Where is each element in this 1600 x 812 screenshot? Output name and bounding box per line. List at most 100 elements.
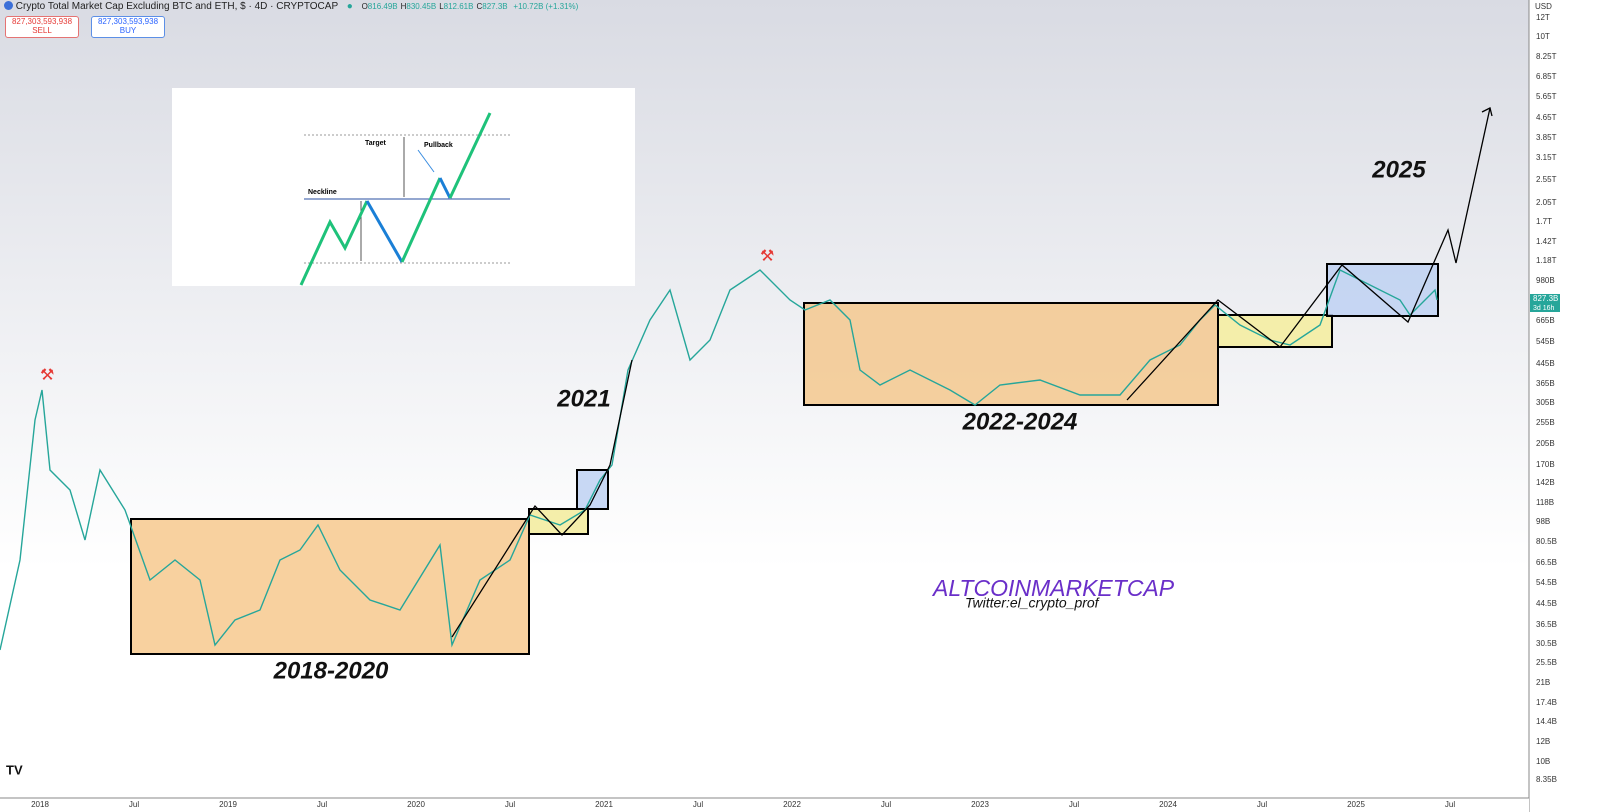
twitter: Twitter:el_crypto_prof: [965, 595, 1101, 611]
arrow-head: [1481, 107, 1493, 117]
ohlc-key: C: [476, 2, 483, 11]
price-label: 25.5B: [1536, 658, 1557, 667]
price-label: 5.65T: [1536, 92, 1557, 101]
time-label: 2022: [783, 800, 801, 809]
price-label: 445B: [1536, 359, 1555, 368]
time-label: Jul: [1069, 800, 1079, 809]
sell-button[interactable]: 827,303,593,938 SELL: [5, 16, 79, 38]
price-label: 3.85T: [1536, 133, 1557, 142]
price-label: 365B: [1536, 379, 1555, 388]
annotation: 2018-2020: [273, 657, 389, 684]
price-label: 80.5B: [1536, 537, 1557, 546]
ohlc-key: H: [400, 2, 407, 11]
price-label: 3.15T: [1536, 153, 1557, 162]
time-label: Jul: [1445, 800, 1455, 809]
time-label: Jul: [881, 800, 891, 809]
price-label: 305B: [1536, 398, 1555, 407]
price-label: 980B: [1536, 276, 1555, 285]
range-box: [528, 508, 589, 535]
icon: ⚒: [40, 367, 54, 384]
ohlc-value: 827.3B: [482, 2, 508, 11]
buy-button[interactable]: 827,303,593,938 BUY: [91, 16, 165, 38]
price-label: 54.5B: [1536, 578, 1557, 587]
status-dot: ●: [346, 1, 353, 12]
time-label: Jul: [129, 800, 139, 809]
ohlc-value: 830.45B: [406, 2, 437, 11]
time-label: 2020: [407, 800, 425, 809]
time-label: Jul: [505, 800, 515, 809]
range-box: [1217, 314, 1333, 348]
logo: TV: [6, 762, 23, 777]
time-label: 2021: [595, 800, 613, 809]
price-label: 21B: [1536, 678, 1550, 687]
price-label: 255B: [1536, 418, 1555, 427]
inset-path: [299, 200, 369, 286]
price-axis-bg: [1529, 0, 1600, 812]
watermark: ALTCOINMARKETCAP: [931, 575, 1175, 601]
time-label: 2023: [971, 800, 989, 809]
price-label: 10B: [1536, 757, 1550, 766]
time-label: Jul: [317, 800, 327, 809]
time-label: Jul: [693, 800, 703, 809]
price-label: 12B: [1536, 737, 1550, 746]
annotation: 2021: [556, 385, 610, 412]
price-label: 665B: [1536, 316, 1555, 325]
price-label: 10T: [1536, 32, 1550, 41]
buy-label: BUY: [119, 26, 137, 35]
time-label: Jul: [1257, 800, 1267, 809]
inset-path: [365, 200, 404, 263]
time-label: 2018: [31, 800, 49, 809]
price-label: 6.85T: [1536, 72, 1557, 81]
inset: Target Pullback Neckline: [172, 88, 635, 286]
ohlc: O816.49B H830.45B L812.61B C827.3B: [362, 2, 511, 11]
current-price: 827.3B: [1533, 294, 1558, 303]
price-label: 8.25T: [1536, 52, 1557, 61]
countdown: 3d 16h: [1533, 305, 1555, 312]
sell-label: SELL: [32, 26, 52, 35]
price-marker: [1530, 294, 1560, 312]
price-label: 1.7T: [1536, 217, 1552, 226]
ohlc-key: L: [439, 2, 444, 11]
annotation: 2025: [1371, 156, 1426, 183]
time-axis-bg: [0, 798, 1529, 812]
time-label: 2024: [1159, 800, 1177, 809]
icon: ⚒: [760, 248, 774, 265]
inset-label: Pullback: [424, 142, 453, 149]
ohlc-value: 812.61B: [443, 2, 474, 11]
symbol: Crypto Total Market Cap Excluding BTC an…: [15, 1, 338, 12]
price-label: 118B: [1536, 498, 1554, 507]
price-label: 545B: [1536, 337, 1555, 346]
price-label: 2.05T: [1536, 198, 1557, 207]
annotation: 2022-2024: [962, 408, 1078, 435]
inset-label: Target: [365, 140, 387, 147]
price-label: 14.4B: [1536, 717, 1557, 726]
inset-path: [438, 177, 452, 199]
range-box: [803, 302, 1219, 406]
symbol-icon: [4, 1, 13, 10]
price-label: 2.55T: [1536, 175, 1557, 184]
time-label: 2019: [219, 800, 237, 809]
price-label: 30.5B: [1536, 639, 1557, 648]
price-label: 142B: [1536, 478, 1555, 487]
range-box: [130, 518, 530, 655]
inset-label: Neckline: [308, 189, 337, 196]
price-label: 205B: [1536, 439, 1555, 448]
price-label: 36.5B: [1536, 620, 1557, 629]
sell-price: 827,303,593,938: [11, 17, 73, 26]
trend-line: [451, 359, 633, 638]
trend-line: [1126, 107, 1491, 401]
inset-arrow: [417, 149, 435, 173]
drawings: [130, 263, 1439, 655]
price-label: 98B: [1536, 517, 1550, 526]
price-label: 1.42T: [1536, 237, 1557, 246]
change: +10.72B (+1.31%): [513, 2, 579, 11]
price-label: 4.65T: [1536, 113, 1557, 122]
currency: USD: [1535, 2, 1552, 11]
ohlc-key: O: [361, 2, 368, 11]
buy-price: 827,303,593,938: [97, 17, 159, 26]
price-label: 12T: [1536, 13, 1550, 22]
price-label: 17.4B: [1536, 698, 1557, 707]
inset-path: [400, 177, 442, 263]
